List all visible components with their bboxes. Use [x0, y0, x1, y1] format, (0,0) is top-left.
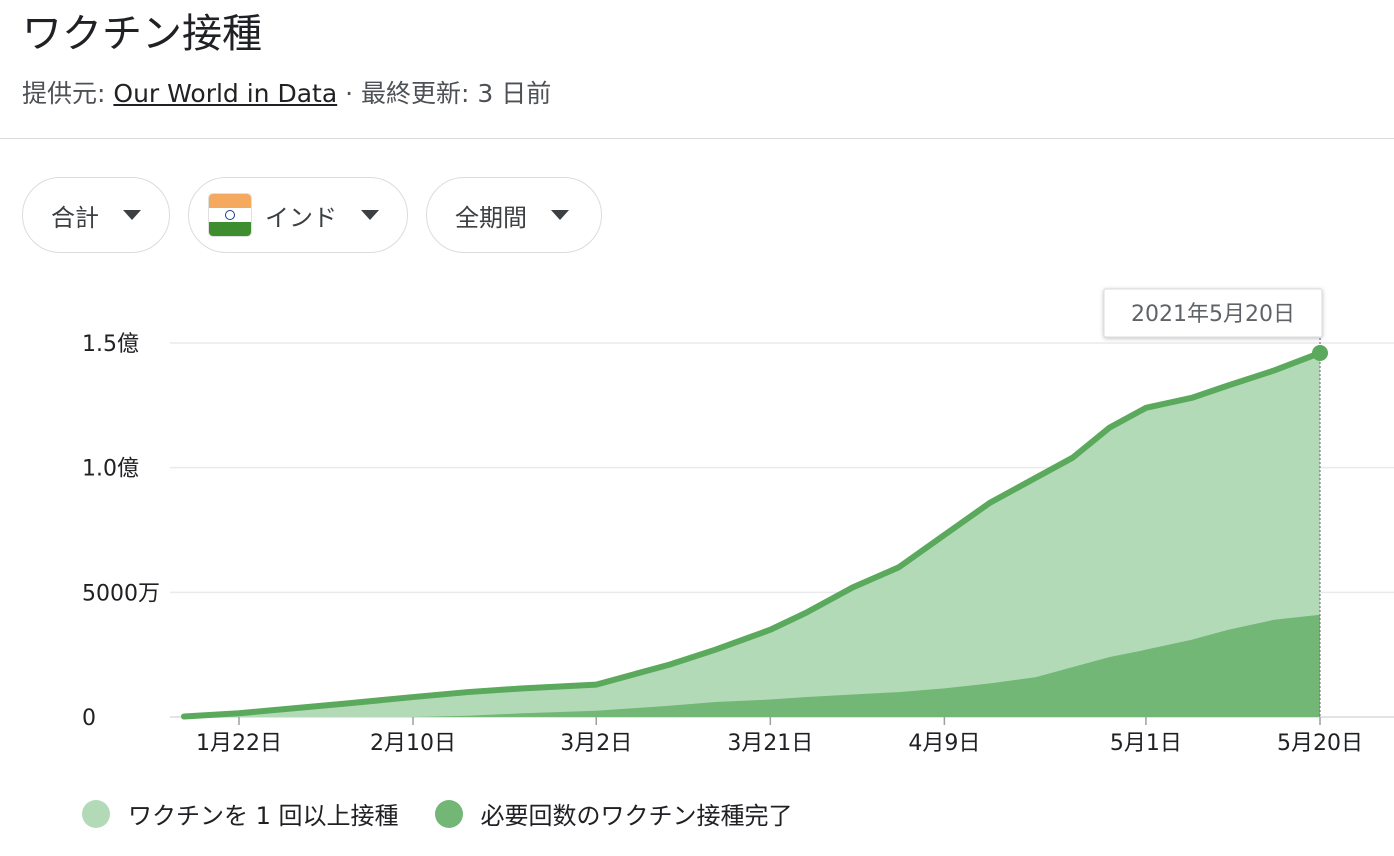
y-tick-label: 1.0億 [82, 457, 139, 482]
y-tick-label: 1.5億 [82, 332, 139, 357]
x-tick-label: 3月21日 [727, 731, 813, 756]
source-line: 提供元: Our World in Data · 最終更新: 3 日前 [22, 76, 551, 112]
india-flag-icon [209, 194, 251, 236]
legend-item-partial: ワクチンを 1 回以上接種 [82, 796, 399, 831]
country-dropdown-label: インド [265, 203, 337, 232]
x-tick-label: 3月2日 [560, 731, 632, 756]
metric-dropdown[interactable]: 合計 [22, 177, 170, 253]
x-tick-label: 5月1日 [1110, 731, 1182, 756]
series-line-partial [181, 349, 1323, 720]
x-tick-label: 2月10日 [370, 731, 456, 756]
source-link[interactable]: Our World in Data [113, 79, 338, 108]
y-tick-label: 0 [82, 706, 96, 731]
legend-item-full: 必要回数のワクチン接種完了 [434, 796, 793, 831]
legend-label-full: 必要回数のワクチン接種完了 [480, 802, 793, 830]
updated-text: · 最終更新: 3 日前 [345, 79, 552, 108]
tooltip-date: 2021年5月20日 [1131, 302, 1295, 327]
x-tick-label: 1月22日 [196, 731, 282, 756]
legend-swatch-partial [82, 799, 110, 828]
caret-down-icon [361, 210, 379, 220]
hover-point [1312, 344, 1328, 361]
tooltip-box [1103, 288, 1323, 338]
legend-swatch-full [434, 799, 463, 828]
metric-dropdown-label: 合計 [51, 203, 99, 232]
country-dropdown[interactable]: インド [188, 177, 408, 253]
vaccination-chart[interactable]: 0 5000万 1.0億 1.5億 1月22日 2月10日 3月2日 3月21日 4月9日 5月1… [0, 270, 1394, 780]
y-tick-label: 5000万 [82, 581, 160, 606]
source-prefix: 提供元: [22, 79, 106, 108]
period-dropdown[interactable]: 全期間 [426, 177, 602, 253]
header-divider [0, 138, 1394, 139]
area-full [184, 614, 1320, 717]
caret-down-icon [123, 210, 141, 220]
legend: ワクチンを 1 回以上接種 必要回数のワクチン接種完了 [82, 796, 829, 831]
x-tick-label: 4月9日 [908, 731, 980, 756]
area-partial [184, 352, 1320, 717]
page-title: ワクチン接種 [22, 11, 262, 57]
legend-label-partial: ワクチンを 1 回以上接種 [128, 802, 399, 830]
x-tick-label: 5月20日 [1277, 731, 1363, 756]
period-dropdown-label: 全期間 [455, 203, 527, 232]
caret-down-icon [551, 210, 569, 220]
